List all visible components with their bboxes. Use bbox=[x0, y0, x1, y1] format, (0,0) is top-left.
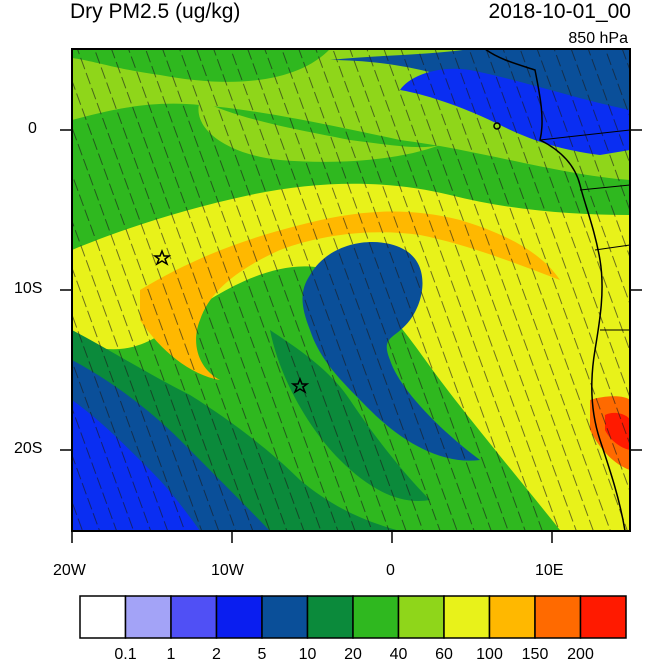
colorbar-label: 5 bbox=[257, 646, 267, 663]
colorbar-label: 10 bbox=[298, 646, 317, 663]
coastline bbox=[483, 49, 630, 531]
colorbar-swatch bbox=[261, 595, 309, 639]
borders bbox=[539, 129, 630, 331]
colorbar-swatch bbox=[579, 595, 627, 639]
colorbar-swatch bbox=[124, 595, 172, 639]
star-marker bbox=[152, 248, 172, 266]
lat-tick-label: 10S bbox=[14, 280, 43, 297]
star-marker bbox=[290, 376, 310, 394]
lat-ticks bbox=[60, 129, 642, 543]
wind-barbs bbox=[72, 49, 630, 531]
colorbar-label: 0.1 bbox=[114, 646, 137, 663]
colorbar-label: 40 bbox=[389, 646, 408, 663]
colorbar-label: 60 bbox=[435, 646, 453, 663]
pressure-level: 850 hPa bbox=[568, 30, 628, 47]
colorbar-swatch bbox=[352, 595, 400, 639]
colorbar-label: 2 bbox=[212, 646, 221, 663]
colorbar-label: 150 bbox=[521, 646, 549, 663]
lon-tick-label: 10E bbox=[535, 562, 564, 579]
colorbar-swatch bbox=[488, 595, 536, 639]
colorbar-swatch bbox=[79, 595, 127, 639]
colorbar bbox=[79, 595, 627, 639]
colorbar-swatch bbox=[170, 595, 218, 639]
colorbar-swatch bbox=[397, 595, 445, 639]
colorbar-swatch bbox=[306, 595, 354, 639]
map-area bbox=[72, 49, 630, 531]
colorbar-label: 200 bbox=[567, 646, 594, 663]
colorbar-swatch bbox=[443, 595, 491, 639]
colorbar-swatch bbox=[215, 595, 263, 639]
colorbar-label: 20 bbox=[344, 646, 362, 663]
lat-tick-label: 20S bbox=[14, 440, 43, 457]
lon-tick-label: 10W bbox=[211, 562, 244, 579]
map-datetime: 2018-10-01_00 bbox=[488, 0, 631, 23]
island bbox=[493, 122, 501, 130]
colorbar-label: 100 bbox=[476, 646, 503, 663]
lat-tick-label: 0 bbox=[28, 120, 37, 137]
lon-tick-label: 20W bbox=[53, 562, 86, 579]
colorbar-swatch bbox=[534, 595, 582, 639]
map-title: Dry PM2.5 (ug/kg) bbox=[70, 0, 241, 23]
lon-tick-label: 0 bbox=[386, 562, 395, 579]
colorbar-label: 1 bbox=[166, 646, 176, 663]
